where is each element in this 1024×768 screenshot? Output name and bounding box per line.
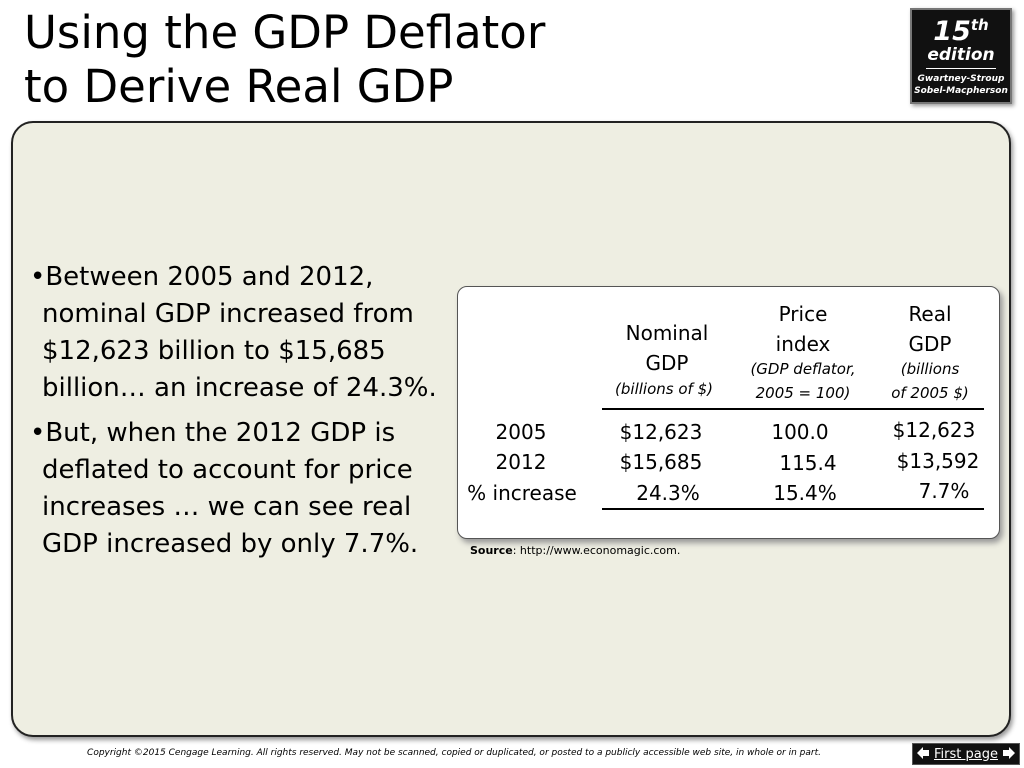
- header-real-note2: of 2005 $): [891, 384, 969, 402]
- header-price-note2: 2005 = 100): [755, 384, 851, 402]
- cell-real-increase: 7.7%: [918, 479, 970, 503]
- gdp-table-box: [457, 286, 1000, 539]
- edition-authors-line1: Gwartney-Stroup: [917, 74, 1005, 84]
- edition-authors-line2: Sobel-Macpherson: [914, 86, 1008, 96]
- header-rule: [602, 408, 984, 410]
- first-page-label: First page: [934, 746, 998, 762]
- cell-nominal-2012: $15,685: [619, 450, 703, 474]
- edition-word: edition: [927, 45, 995, 65]
- footer-rule: [602, 508, 984, 510]
- source-note: Source: http://www.economagic.com.: [470, 544, 680, 557]
- source-url: : http://www.economagic.com.: [512, 544, 681, 557]
- cell-nominal-2005: $12,623: [619, 420, 703, 444]
- arrow-left-icon: [916, 746, 930, 763]
- edition-badge: 15th edition Gwartney-Stroup Sobel-Macph…: [910, 8, 1012, 104]
- arrow-right-icon: [1002, 746, 1016, 763]
- first-page-button[interactable]: First page: [912, 743, 1020, 765]
- slide-title: Using the GDP Deflator to Derive Real GD…: [24, 6, 545, 114]
- slide-title-line1: Using the GDP Deflator: [24, 6, 546, 59]
- header-nominal-note: (billions of $): [615, 380, 713, 398]
- header-price-line1: Price: [778, 302, 828, 326]
- source-label: Source: [470, 544, 513, 557]
- cell-nominal-increase: 24.3%: [636, 481, 700, 505]
- cell-real-2012: $13,592: [896, 449, 980, 473]
- row-label-2005: 2005: [495, 420, 547, 444]
- slide-title-line2: to Derive Real GDP: [24, 60, 454, 113]
- row-label-2012: 2012: [495, 450, 547, 474]
- header-real-line2: GDP: [908, 332, 952, 356]
- row-label-increase: % increase: [467, 481, 577, 505]
- header-price-note1: (GDP deflator,: [750, 360, 856, 378]
- header-price-line2: index: [775, 332, 831, 356]
- cell-price-2005: 100.0: [771, 420, 829, 444]
- bullet-list: Between 2005 and 2012, nominal GDP incre…: [28, 259, 458, 571]
- edition-divider: [926, 68, 996, 69]
- header-real-note1: (billions: [900, 360, 960, 378]
- bullet-item: But, when the 2012 GDP is deflated to ac…: [28, 415, 458, 563]
- edition-suffix: th: [970, 16, 989, 34]
- header-nominal-line2: GDP: [645, 351, 689, 375]
- cell-price-2012: 115.4: [779, 451, 837, 475]
- cell-real-2005: $12,623: [892, 418, 976, 442]
- cell-price-increase: 15.4%: [773, 481, 837, 505]
- copyright-footer: Copyright ©2015 Cengage Learning. All ri…: [87, 748, 821, 758]
- bullet-item: Between 2005 and 2012, nominal GDP incre…: [28, 259, 458, 407]
- edition-number: 15th: [933, 16, 989, 47]
- header-nominal-line1: Nominal: [625, 321, 709, 345]
- header-real-line1: Real: [908, 302, 952, 326]
